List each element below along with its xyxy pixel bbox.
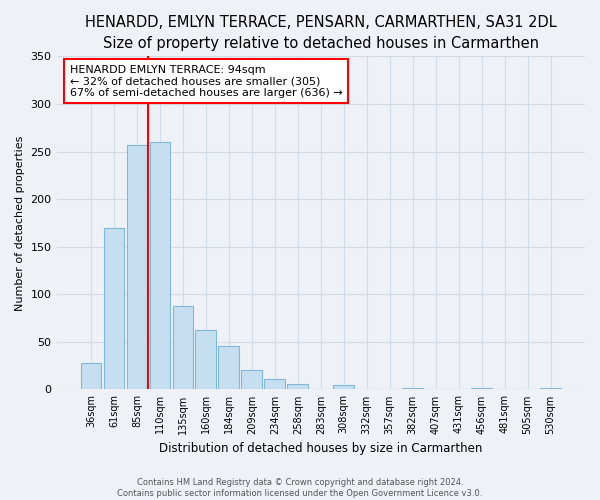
Text: Contains HM Land Registry data © Crown copyright and database right 2024.
Contai: Contains HM Land Registry data © Crown c… (118, 478, 482, 498)
Bar (334, 384, 354, 390)
Bar (173, 306, 193, 390)
Title: HENARDD, EMLYN TERRACE, PENSARN, CARMARTHEN, SA31 2DL
Size of property relative : HENARDD, EMLYN TERRACE, PENSARN, CARMART… (85, 15, 557, 51)
Bar (149, 142, 170, 390)
Bar (540, 388, 561, 390)
Bar (265, 379, 285, 390)
Text: HENARDD EMLYN TERRACE: 94sqm
← 32% of detached houses are smaller (305)
67% of s: HENARDD EMLYN TERRACE: 94sqm ← 32% of de… (70, 64, 343, 98)
Bar (80, 363, 101, 390)
Bar (104, 228, 124, 390)
Y-axis label: Number of detached properties: Number of detached properties (15, 135, 25, 310)
Bar (287, 384, 308, 390)
Bar (472, 388, 492, 390)
Bar (196, 330, 216, 390)
Bar (403, 388, 423, 390)
Bar (241, 370, 262, 390)
X-axis label: Distribution of detached houses by size in Carmarthen: Distribution of detached houses by size … (159, 442, 482, 455)
Bar (127, 145, 147, 390)
Bar (218, 346, 239, 390)
